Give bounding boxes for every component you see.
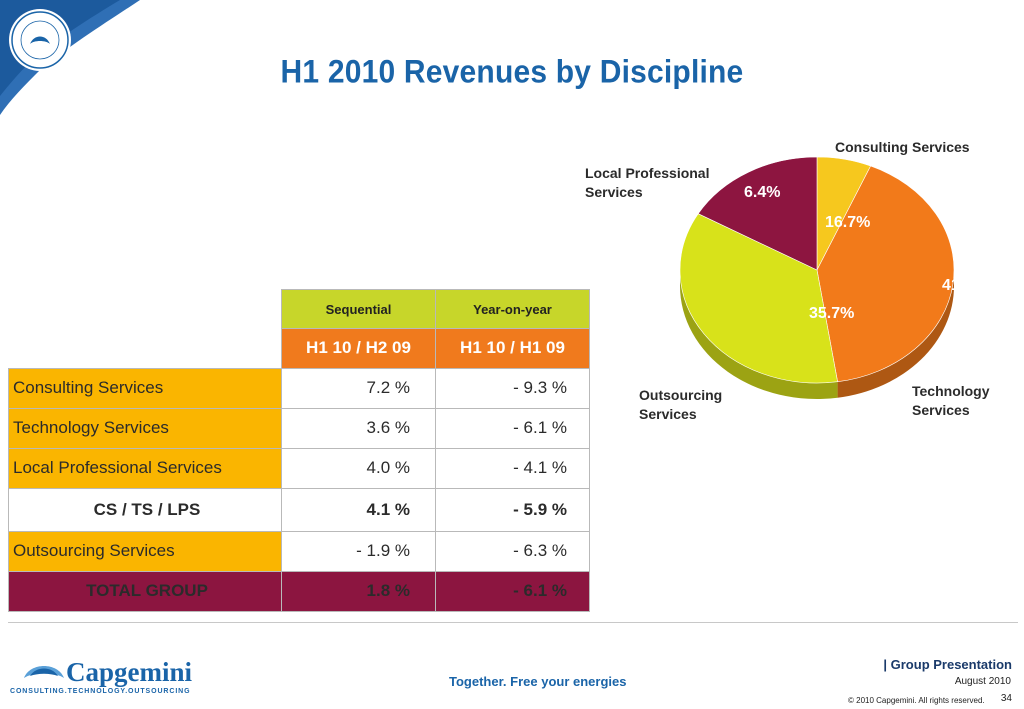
row-label: CS / TS / LPS <box>8 487 282 532</box>
cell-value: - 6.1 % <box>513 418 567 437</box>
pie-label-outsourcing: Outsourcing Services <box>639 386 722 424</box>
presentation-date: August 2010 <box>954 676 1011 687</box>
capgemini-spade-icon <box>24 666 64 678</box>
pie-side-2 <box>680 270 838 399</box>
cell-value: - 4.1 % <box>513 458 567 477</box>
logo-subtitle: CONSULTING.TECHNOLOGY.OUTSOURCING <box>10 688 191 695</box>
revenue-table: Sequential Year-on-year H1 10 / H2 09 H1… <box>8 289 590 612</box>
cell-value: 7.2 % <box>366 378 410 397</box>
row-sequential: 4.0 % <box>281 447 436 489</box>
row-sequential: 1.8 % <box>281 570 436 612</box>
header-yoy: Year-on-year <box>435 289 590 329</box>
cell-value: 1.8 % <box>366 581 410 600</box>
pie-label-line: Services <box>912 402 970 418</box>
table-row: Local Professional Services 4.0 % - 4.1 … <box>8 447 590 489</box>
pie-label-consulting: Consulting Services <box>835 139 970 155</box>
table-row: Technology Services 3.6 % - 6.1 % <box>8 407 590 449</box>
row-sequential: 4.1 % <box>281 487 436 532</box>
table-header-row: H1 10 / H2 09 H1 10 / H1 09 <box>9 328 590 369</box>
tagline: Together. Free your energies <box>449 674 627 689</box>
pie-pct-label-3: 16.7% <box>825 214 870 231</box>
pie-pct-label-0: 6.4% <box>744 184 780 201</box>
row-label: Consulting Services <box>8 367 282 409</box>
row-sequential: 7.2 % <box>281 367 436 409</box>
pie-label-technology: Technology Services <box>912 382 990 420</box>
header-spacer <box>9 329 282 369</box>
header-sequential: Sequential <box>281 289 436 329</box>
pie-slice-1 <box>816 165 955 383</box>
corner-seal-logo <box>0 0 140 115</box>
table-row-total: TOTAL GROUP 1.8 % - 6.1 % <box>8 570 590 612</box>
pie-side-1 <box>837 270 954 398</box>
header-period-yoy: H1 10 / H1 09 <box>435 328 590 369</box>
row-yoy: - 6.3 % <box>435 530 590 572</box>
table-row: Outsourcing Services - 1.9 % - 6.3 % <box>8 530 590 572</box>
capgemini-logo: Capgemini <box>66 657 193 687</box>
row-label: TOTAL GROUP <box>8 570 282 612</box>
row-label: Outsourcing Services <box>8 530 282 572</box>
table-row: Consulting Services 7.2 % - 9.3 % <box>8 367 590 409</box>
pie-label-line: Technology <box>912 383 990 399</box>
header-spacer <box>9 290 282 329</box>
pie-label-line: Outsourcing <box>639 387 723 403</box>
cell-value: - 6.1 % <box>513 581 567 600</box>
pie-chart: 6.4% 41.2% 35.7% 16.7% <box>679 156 980 399</box>
pie-slice-3 <box>697 156 818 271</box>
pie-label-lps: Local Professional Services <box>585 164 709 202</box>
row-sequential: 3.6 % <box>281 407 436 449</box>
header-period-sequential: H1 10 / H2 09 <box>281 328 436 369</box>
page-number: 34 <box>1000 693 1012 704</box>
row-label: Technology Services <box>8 407 282 449</box>
page-title: H1 2010 Revenues by Discipline <box>280 54 744 91</box>
row-sequential: - 1.9 % <box>281 530 436 572</box>
row-yoy: - 6.1 % <box>435 570 590 612</box>
row-yoy: - 4.1 % <box>435 447 590 489</box>
pie-pct-label-1: 41.2% <box>942 277 980 294</box>
pie-label-line: Services <box>585 184 643 200</box>
copyright: © 2010 Capgemini. All rights reserved. <box>848 696 985 705</box>
row-yoy: - 5.9 % <box>435 487 590 532</box>
row-yoy: - 9.3 % <box>435 367 590 409</box>
cell-value: 4.0 % <box>366 458 410 477</box>
cell-value: - 5.9 % <box>513 499 567 519</box>
footer-divider <box>8 622 1018 623</box>
pie-slice-2 <box>679 213 838 384</box>
pie-label-line: Local Professional <box>585 165 710 181</box>
cell-value: - 6.3 % <box>513 541 567 560</box>
table-header-row: Sequential Year-on-year <box>9 289 590 329</box>
cell-value: - 1.9 % <box>356 541 410 560</box>
pie-pct-label-2: 35.7% <box>809 305 854 322</box>
cell-value: 3.6 % <box>366 418 410 437</box>
cell-value: 4.1 % <box>366 499 410 519</box>
row-label: Local Professional Services <box>8 447 282 489</box>
pie-label-line: Services <box>639 406 697 422</box>
row-yoy: - 6.1 % <box>435 407 590 449</box>
presentation-name: | Group Presentation <box>883 657 1012 672</box>
cell-value: - 9.3 % <box>513 378 567 397</box>
table-row: CS / TS / LPS 4.1 % - 5.9 % <box>8 487 590 532</box>
